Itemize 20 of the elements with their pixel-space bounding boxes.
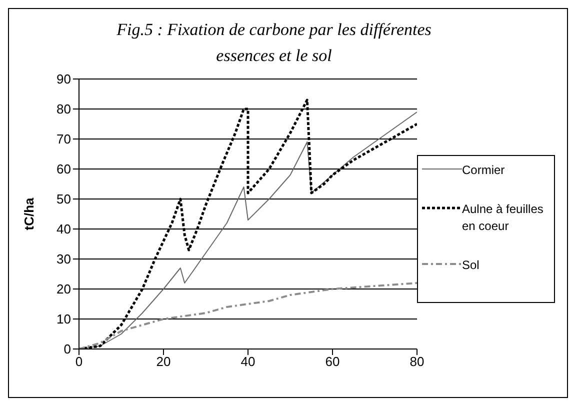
y-tick-label: 90 [56, 72, 71, 87]
y-tick-label: 80 [56, 102, 71, 117]
x-tick-label: 20 [156, 354, 171, 370]
legend-label: Sol [462, 257, 480, 274]
y-tick-label: 60 [56, 162, 71, 177]
x-tick-label: 0 [75, 354, 83, 370]
y-axis-title: tC/ha [22, 196, 37, 230]
y-tick-label: 30 [56, 252, 71, 267]
x-tick-label: 60 [325, 354, 340, 370]
y-tick-label: 0 [64, 342, 71, 357]
y-tick-label: 20 [56, 282, 71, 297]
x-tick-label: 80 [410, 354, 424, 370]
y-tick-label: 40 [56, 222, 71, 237]
y-tick-label: 10 [56, 312, 71, 327]
legend-label: Cormier [462, 162, 505, 179]
y-tick-label: 70 [56, 132, 71, 147]
legend-label: Aulne à feuilles en coeur [462, 201, 544, 235]
x-tick-label: 40 [240, 354, 256, 370]
chart-title: Fig.5 : Fixation de carbone par les différentes essences et le sol [116, 19, 432, 67]
y-tick-label: 50 [56, 192, 71, 207]
